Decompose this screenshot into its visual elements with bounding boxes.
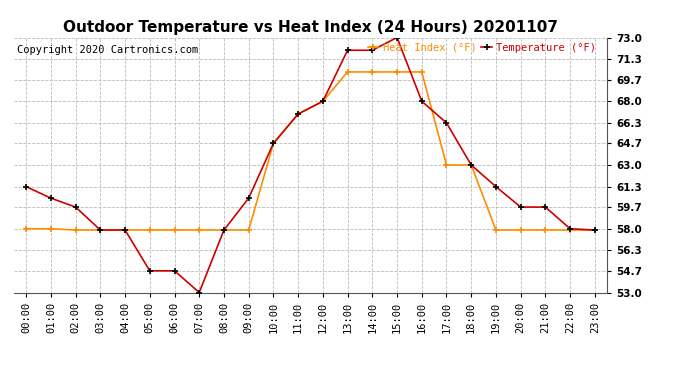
Temperature (°F): [566, 226, 574, 231]
Heat Index (°F): [591, 228, 599, 232]
Temperature (°F): [22, 184, 30, 189]
Temperature (°F): [591, 228, 599, 232]
Line: Temperature (°F): Temperature (°F): [23, 34, 598, 296]
Heat Index (°F): [269, 141, 277, 146]
Heat Index (°F): [417, 70, 426, 74]
Heat Index (°F): [195, 228, 204, 232]
Temperature (°F): [47, 196, 55, 200]
Heat Index (°F): [492, 228, 500, 232]
Temperature (°F): [344, 48, 352, 52]
Temperature (°F): [195, 290, 204, 295]
Temperature (°F): [146, 268, 154, 273]
Heat Index (°F): [47, 226, 55, 231]
Temperature (°F): [319, 99, 327, 104]
Heat Index (°F): [96, 228, 104, 232]
Temperature (°F): [467, 163, 475, 167]
Heat Index (°F): [72, 228, 80, 232]
Temperature (°F): [121, 228, 129, 232]
Heat Index (°F): [368, 70, 377, 74]
Temperature (°F): [220, 228, 228, 232]
Temperature (°F): [417, 99, 426, 104]
Heat Index (°F): [442, 163, 451, 167]
Temperature (°F): [393, 35, 401, 40]
Heat Index (°F): [344, 70, 352, 74]
Heat Index (°F): [170, 228, 179, 232]
Temperature (°F): [442, 121, 451, 125]
Heat Index (°F): [294, 112, 302, 116]
Temperature (°F): [96, 228, 104, 232]
Heat Index (°F): [566, 228, 574, 232]
Text: Copyright 2020 Cartronics.com: Copyright 2020 Cartronics.com: [17, 45, 198, 55]
Heat Index (°F): [541, 228, 549, 232]
Heat Index (°F): [393, 70, 401, 74]
Heat Index (°F): [121, 228, 129, 232]
Heat Index (°F): [319, 99, 327, 104]
Temperature (°F): [170, 268, 179, 273]
Temperature (°F): [294, 112, 302, 116]
Temperature (°F): [368, 48, 377, 52]
Heat Index (°F): [220, 228, 228, 232]
Temperature (°F): [517, 205, 525, 209]
Title: Outdoor Temperature vs Heat Index (24 Hours) 20201107: Outdoor Temperature vs Heat Index (24 Ho…: [63, 20, 558, 35]
Temperature (°F): [269, 141, 277, 146]
Heat Index (°F): [517, 228, 525, 232]
Legend: Heat Index (°F), Temperature (°F): Heat Index (°F), Temperature (°F): [368, 43, 596, 53]
Heat Index (°F): [244, 228, 253, 232]
Heat Index (°F): [467, 163, 475, 167]
Temperature (°F): [72, 205, 80, 209]
Line: Heat Index (°F): Heat Index (°F): [23, 69, 598, 234]
Heat Index (°F): [22, 226, 30, 231]
Temperature (°F): [541, 205, 549, 209]
Heat Index (°F): [146, 228, 154, 232]
Temperature (°F): [244, 196, 253, 200]
Temperature (°F): [492, 184, 500, 189]
